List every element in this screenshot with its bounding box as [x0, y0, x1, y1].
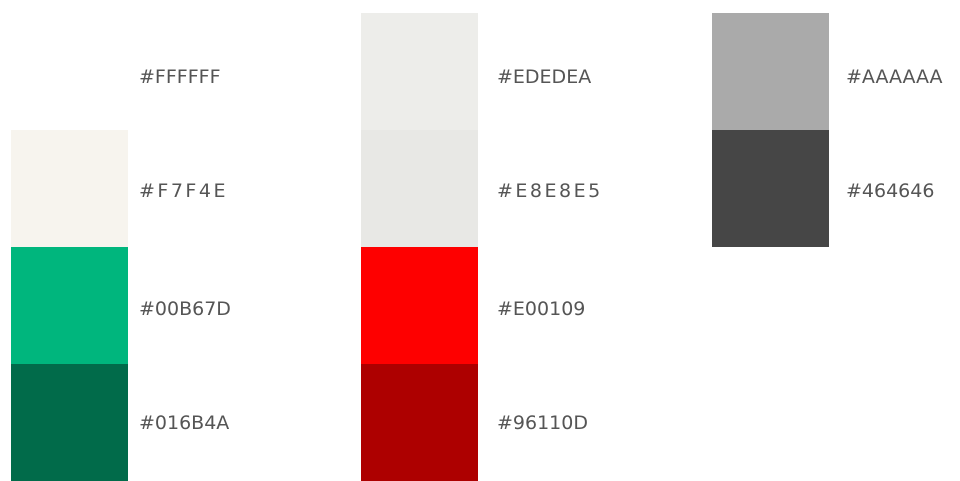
swatch-aaaaaa: [712, 13, 829, 130]
swatch-label-00b67d: #00B67D: [139, 298, 231, 320]
swatch-e8e8e5: [361, 130, 478, 247]
swatch-label-96110d: #96110D: [497, 412, 588, 434]
swatch-label-e00109: #E00109: [497, 298, 585, 320]
swatch-label-e8e8e5: #E8E8E5: [497, 180, 603, 202]
swatch-label-016b4a: #016B4A: [139, 412, 229, 434]
swatch-464646: [712, 130, 829, 247]
swatch-label-ffffff: #FFFFFF: [139, 66, 221, 88]
swatch-e00109: [361, 247, 478, 364]
swatch-label-aaaaaa: #AAAAAA: [846, 66, 943, 88]
swatch-ffffff: [11, 13, 128, 130]
swatch-label-ededea: #EDEDEA: [497, 66, 591, 88]
swatch-label-464646: #464646: [846, 180, 934, 202]
swatch-label-f7f4e: #F7F4E: [139, 180, 228, 202]
swatch-00b67d: [11, 247, 128, 364]
swatch-016b4a: [11, 364, 128, 481]
swatch-ededea: [361, 13, 478, 130]
swatch-f7f4e: [11, 130, 128, 247]
swatch-96110d: [361, 364, 478, 481]
